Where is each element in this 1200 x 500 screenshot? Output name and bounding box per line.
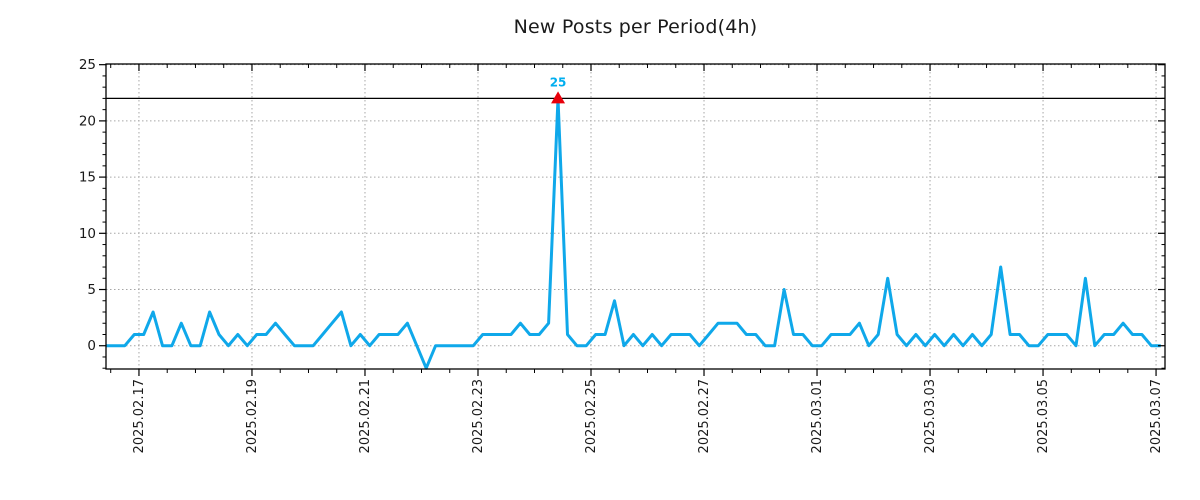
x-tick-label: 2025.03.07	[1149, 379, 1164, 453]
peak-label: 25	[550, 75, 567, 89]
plot-border	[105, 63, 1166, 370]
x-tick-label: 2025.02.17	[132, 379, 147, 453]
peak-marker-icon	[551, 91, 566, 104]
x-tick-label: 2025.02.23	[471, 379, 486, 453]
x-tick-label: 2025.02.27	[697, 379, 712, 453]
chart-title: New Posts per Period(4h)	[513, 16, 758, 38]
x-tick-label: 2025.02.21	[358, 379, 373, 453]
y-tick-label: 25	[79, 57, 96, 73]
y-tick-label: 10	[79, 226, 96, 242]
y-tick-label: 15	[79, 170, 96, 186]
x-tick-label: 2025.03.03	[923, 379, 938, 453]
series-line	[106, 96, 1161, 370]
y-tick-label: 5	[87, 282, 96, 298]
y-tick-label: 0	[87, 338, 96, 354]
x-tick-label: 2025.03.01	[810, 379, 825, 453]
x-tick-label: 2025.02.25	[584, 379, 599, 453]
x-tick-label: 2025.03.05	[1036, 379, 1051, 453]
x-tick-label: 2025.02.19	[245, 379, 260, 453]
y-tick-label: 20	[79, 113, 96, 129]
